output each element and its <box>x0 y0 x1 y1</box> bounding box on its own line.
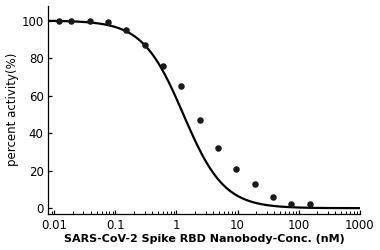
Point <box>252 182 258 186</box>
Point <box>105 20 111 24</box>
Point <box>123 28 129 32</box>
Point <box>215 146 221 150</box>
Point <box>160 64 166 68</box>
Point <box>270 195 276 199</box>
Point <box>288 202 294 206</box>
Y-axis label: percent activity(%): percent activity(%) <box>6 53 19 166</box>
Point <box>56 18 62 22</box>
Point <box>196 118 203 122</box>
Point <box>68 18 74 22</box>
Point <box>233 167 239 171</box>
Point <box>141 43 147 47</box>
Point <box>178 84 184 88</box>
X-axis label: SARS-CoV-2 Spike RBD Nanobody-Conc. (nM): SARS-CoV-2 Spike RBD Nanobody-Conc. (nM) <box>64 234 344 244</box>
Point <box>87 18 93 22</box>
Point <box>307 202 313 206</box>
